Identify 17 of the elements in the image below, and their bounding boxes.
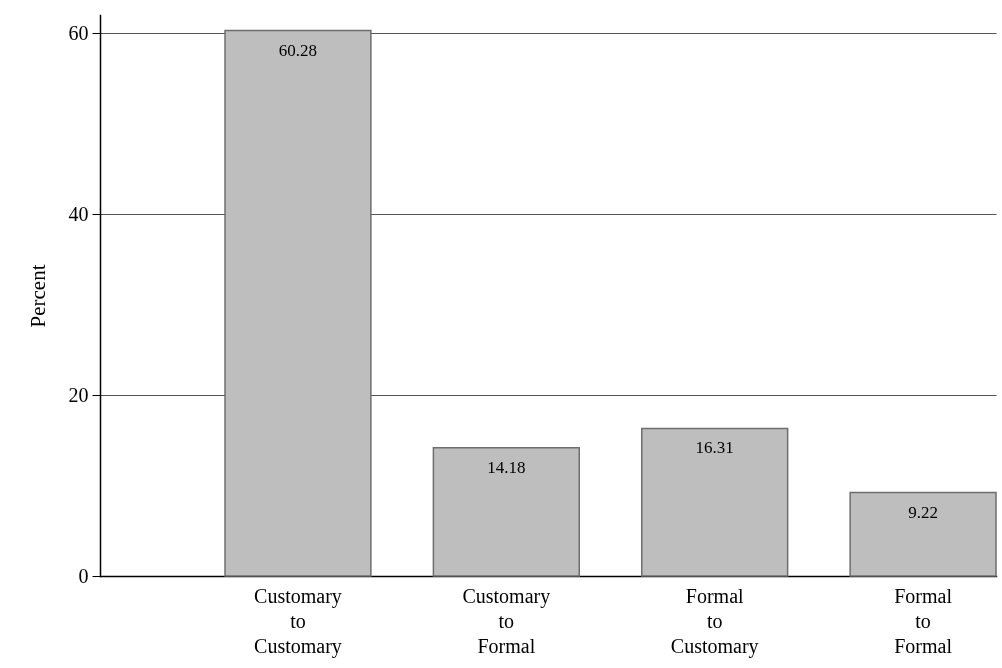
bar: [849, 491, 997, 577]
x-tick-label: Formal to Customary: [670, 584, 759, 658]
data-label: 9.22: [908, 502, 938, 522]
y-tick-label: 40: [68, 202, 89, 225]
data-label: 14.18: [487, 457, 526, 477]
bar: [641, 427, 789, 577]
data-label: 60.28: [278, 40, 318, 60]
x-tick-label: Formal to Formal: [894, 584, 953, 657]
x-tick-label: Customary to Customary: [254, 584, 342, 658]
y-tick-label: 0: [78, 564, 89, 587]
y-axis-title: Percent: [25, 264, 50, 328]
y-tick-label: 60: [68, 21, 89, 44]
y-tick-label: 20: [68, 383, 89, 406]
bar: [224, 29, 372, 577]
x-tick-label: Customary to Formal: [462, 584, 551, 657]
bar: [432, 446, 581, 577]
data-label: 16.31: [695, 438, 734, 458]
